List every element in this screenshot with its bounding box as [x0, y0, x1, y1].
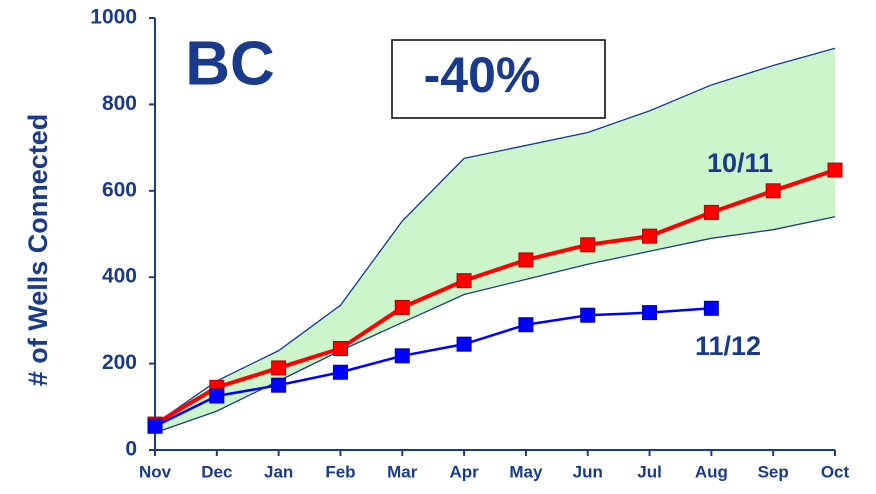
y-tick-label: 1000	[90, 6, 137, 29]
x-tick-label: Apr	[449, 462, 479, 481]
band-area	[155, 48, 835, 433]
marker	[394, 299, 410, 315]
marker	[765, 183, 781, 199]
marker	[332, 340, 348, 356]
x-tick-label: Jun	[573, 462, 603, 481]
marker	[271, 377, 287, 393]
marker	[703, 204, 719, 220]
y-axis-label: # of Wells Connected	[23, 114, 53, 387]
x-tick-label: Sep	[758, 462, 789, 481]
marker	[456, 336, 472, 352]
marker	[456, 273, 472, 289]
x-tick-label: Jan	[264, 462, 293, 481]
series-line	[154, 307, 712, 428]
x-tick-label: Nov	[139, 462, 172, 481]
marker	[394, 348, 410, 364]
x-tick-label: Feb	[325, 462, 355, 481]
marker	[518, 252, 534, 268]
x-tick-label: May	[509, 462, 543, 481]
series-label: 11/12	[695, 331, 761, 361]
y-tick-label: 800	[102, 92, 137, 115]
marker	[332, 364, 348, 380]
marker	[209, 388, 225, 404]
marker	[580, 307, 596, 323]
y-tick-label: 200	[102, 351, 137, 374]
y-tick-label: 600	[102, 178, 137, 201]
series-line	[153, 168, 836, 426]
series-label: 10/11	[707, 148, 773, 178]
x-tick-label: Aug	[695, 462, 728, 481]
marker	[642, 305, 658, 321]
marker	[271, 360, 287, 376]
marker	[703, 300, 719, 316]
band-edge	[154, 47, 836, 425]
marker	[580, 237, 596, 253]
x-tick-label: Mar	[387, 462, 418, 481]
marker	[147, 418, 163, 434]
x-tick-label: Dec	[201, 462, 232, 481]
annotation: BC	[185, 29, 275, 98]
annotation: -40%	[424, 47, 541, 103]
marker	[642, 228, 658, 244]
y-tick-label: 400	[102, 265, 137, 288]
annotation-box	[391, 39, 606, 119]
marker	[827, 162, 843, 178]
x-tick-label: Jul	[637, 462, 662, 481]
y-tick-label: 0	[125, 438, 137, 461]
marker	[518, 317, 534, 333]
x-tick-label: Oct	[821, 462, 850, 481]
